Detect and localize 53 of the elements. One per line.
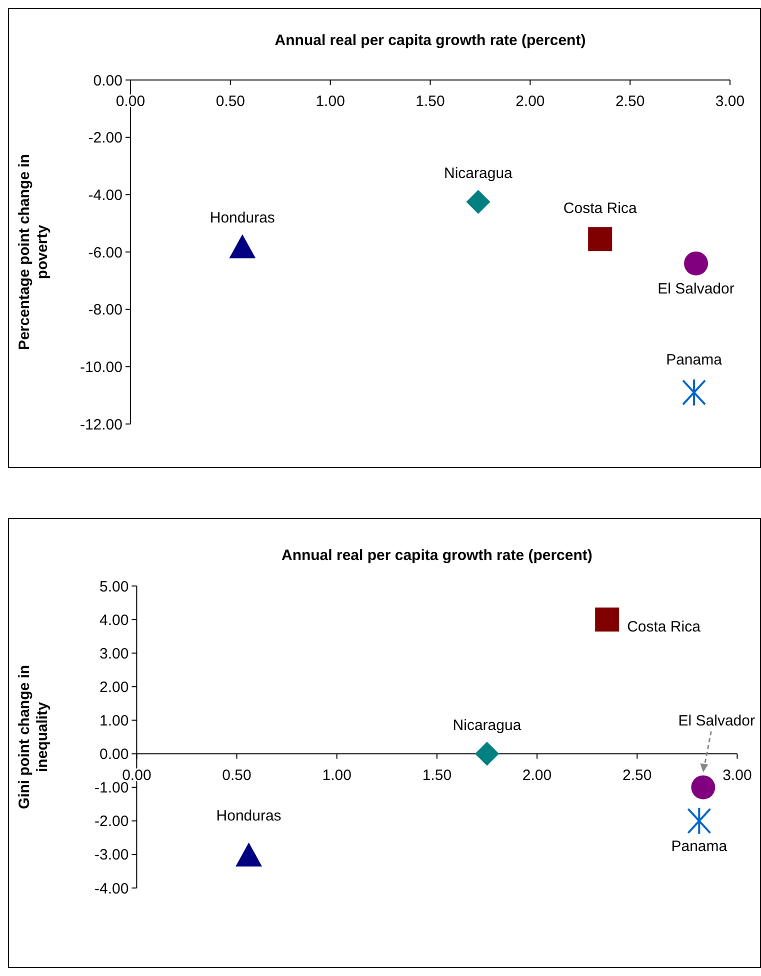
x-tick-label: 1.50 xyxy=(416,93,445,110)
y-tick-label: 0.00 xyxy=(99,746,129,764)
point xyxy=(466,190,490,214)
text: El Salvador xyxy=(678,712,755,730)
y-axis-title: Percentage point change in poverty xyxy=(16,154,51,350)
x-tick-label: 2.50 xyxy=(615,93,645,110)
point xyxy=(682,379,706,406)
y-tick-label: 3.00 xyxy=(99,645,129,662)
x-tick-label: 0.50 xyxy=(222,766,252,784)
y-tick-label: -12.00 xyxy=(80,416,122,434)
y-tick-label: -4.00 xyxy=(94,880,129,898)
x-tick-label: 2.00 xyxy=(516,93,545,110)
point xyxy=(691,775,716,800)
x-tick-label: 2.00 xyxy=(522,766,552,784)
x-tick-label: 3.00 xyxy=(722,766,752,784)
y-tick-label: -6.00 xyxy=(88,244,122,262)
y-tick-label: 4.00 xyxy=(99,612,129,629)
x-tick-label: 2.50 xyxy=(622,766,652,784)
series-label: Panama xyxy=(666,351,723,368)
y-tick-label: 1.00 xyxy=(99,712,129,730)
point xyxy=(595,608,620,632)
series-label: Nicaragua xyxy=(452,716,522,734)
series-label: Costa Rica xyxy=(627,618,702,636)
point xyxy=(474,742,499,766)
point xyxy=(236,842,262,866)
point xyxy=(229,234,256,258)
y-tick-label: -4.00 xyxy=(88,186,122,204)
legend-label: Panama xyxy=(671,838,728,855)
x-tick-label: 1.50 xyxy=(422,766,452,784)
y-tick-label: -8.00 xyxy=(88,302,122,319)
point xyxy=(687,808,712,834)
y-tick-label: 0.00 xyxy=(93,72,122,90)
series-label: Nicaragua xyxy=(444,164,514,182)
y-tick-label: 5.00 xyxy=(99,578,129,596)
x-tick-label: 1.00 xyxy=(322,766,352,784)
y-tick-label: -3.00 xyxy=(94,846,129,864)
x-tick-label: 0.50 xyxy=(216,93,246,110)
point xyxy=(588,227,612,252)
series-label: Honduras xyxy=(216,807,282,824)
x-axis-title: Annual real per capita growth rate (percent) xyxy=(281,547,592,564)
y-axis-title: Gini point change in inequality xyxy=(16,664,51,810)
point xyxy=(684,251,708,276)
y-tick-label: 2.00 xyxy=(99,678,129,696)
series-label: El Salvador xyxy=(658,280,734,298)
x-axis-title: Annual real per capita growth rate (percent) xyxy=(274,32,586,49)
x-tick-label: 1.00 xyxy=(316,93,345,110)
series-label: Costa Rica xyxy=(563,200,638,218)
x-tick-label: 3.00 xyxy=(715,93,745,110)
y-tick-label: -2.00 xyxy=(94,813,129,830)
series-label: Honduras xyxy=(210,209,275,226)
y-tick-label: -10.00 xyxy=(80,358,122,376)
y-tick-label: -2.00 xyxy=(88,130,122,147)
y-tick-label: -1.00 xyxy=(94,780,129,797)
